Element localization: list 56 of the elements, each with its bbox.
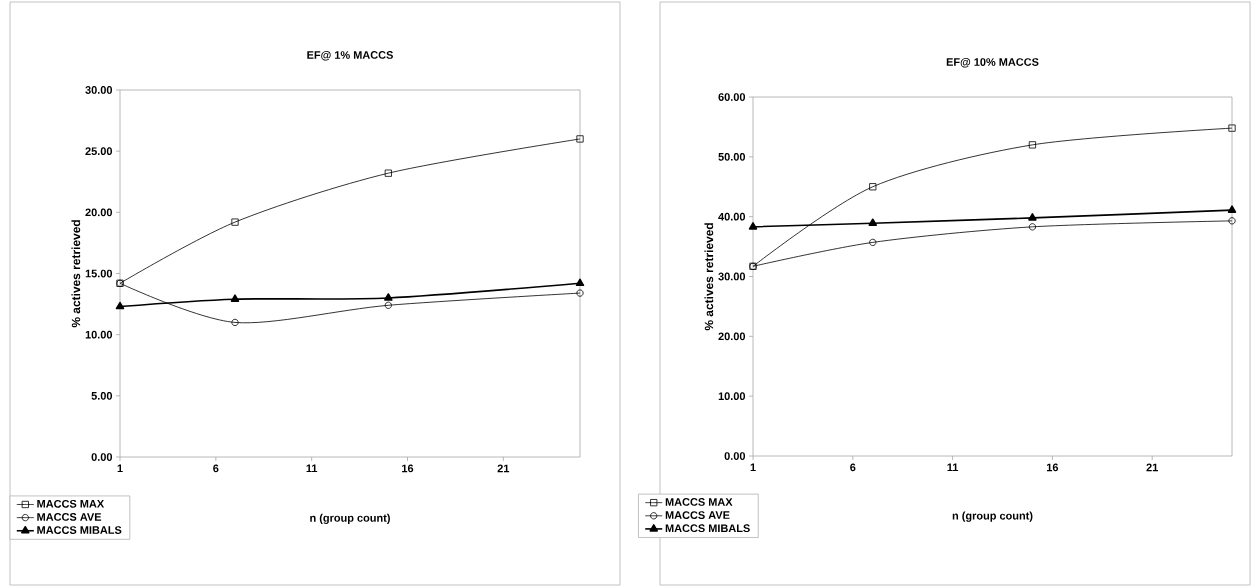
y-tick-label: 30.00 [85,86,113,94]
point [748,222,758,230]
legend-label: MACCS MIBALS [37,526,122,534]
point [115,301,125,310]
y-tick-label: 30.00 [718,272,746,281]
legend-label: MACCS AVE [37,513,102,521]
legend-label: MACCS MIBALS [665,524,750,533]
point [868,218,878,227]
x-tick-label: 21 [1146,463,1158,472]
y-tick-label: 60.00 [718,93,746,101]
y-tick-label: 5.00 [91,391,113,400]
chart-title: EF@ 1% MACCS [307,50,393,61]
point [231,218,239,226]
y-tick-label: 50.00 [718,152,746,161]
y-tick-label: 20.00 [718,332,746,341]
legend-label: MACCS MAX [665,498,733,506]
point [384,293,393,301]
point [1028,213,1037,221]
y-axis-title: % actives retrieved [704,223,714,331]
point [1028,223,1037,231]
point [384,301,392,309]
point [1028,141,1037,149]
x-tick-label: 6 [213,464,219,473]
y-tick-label: 20.00 [85,208,113,217]
point [869,238,877,246]
y-axis-title: % actives retrieved [71,220,81,328]
point [1227,205,1237,213]
point [869,183,877,191]
point [384,169,392,177]
y-tick-label: 40.00 [718,212,746,221]
x-tick-label: 16 [402,464,414,473]
legend-label: MACCS AVE [665,511,730,519]
x-tick-label: 16 [1046,463,1059,472]
x-tick-label: 6 [850,463,856,472]
x-tick-label: 11 [306,464,318,473]
legend-label: MACCS MAX [37,499,105,508]
point [231,318,239,327]
y-tick-label: 15.00 [85,269,113,278]
x-axis-title: n (group count) [310,513,390,525]
x-tick-label: 11 [947,463,959,472]
x-tick-label: 1 [117,464,123,473]
y-tick-label: 10.00 [85,330,113,339]
x-axis-title: n (group count) [952,511,1033,522]
x-tick-label: 1 [750,463,756,472]
y-tick-label: 25.00 [85,147,113,156]
point [576,135,584,143]
point [576,289,584,297]
y-tick-label: 0.00 [724,452,746,460]
point [1228,217,1236,225]
x-tick-label: 21 [497,464,510,473]
point [230,294,240,302]
y-tick-label: 10.00 [718,392,746,401]
chart-title: EF@ 10% MACCS [946,57,1039,68]
point [575,278,585,287]
y-tick-label: 0.00 [91,453,113,461]
point [1228,124,1236,132]
